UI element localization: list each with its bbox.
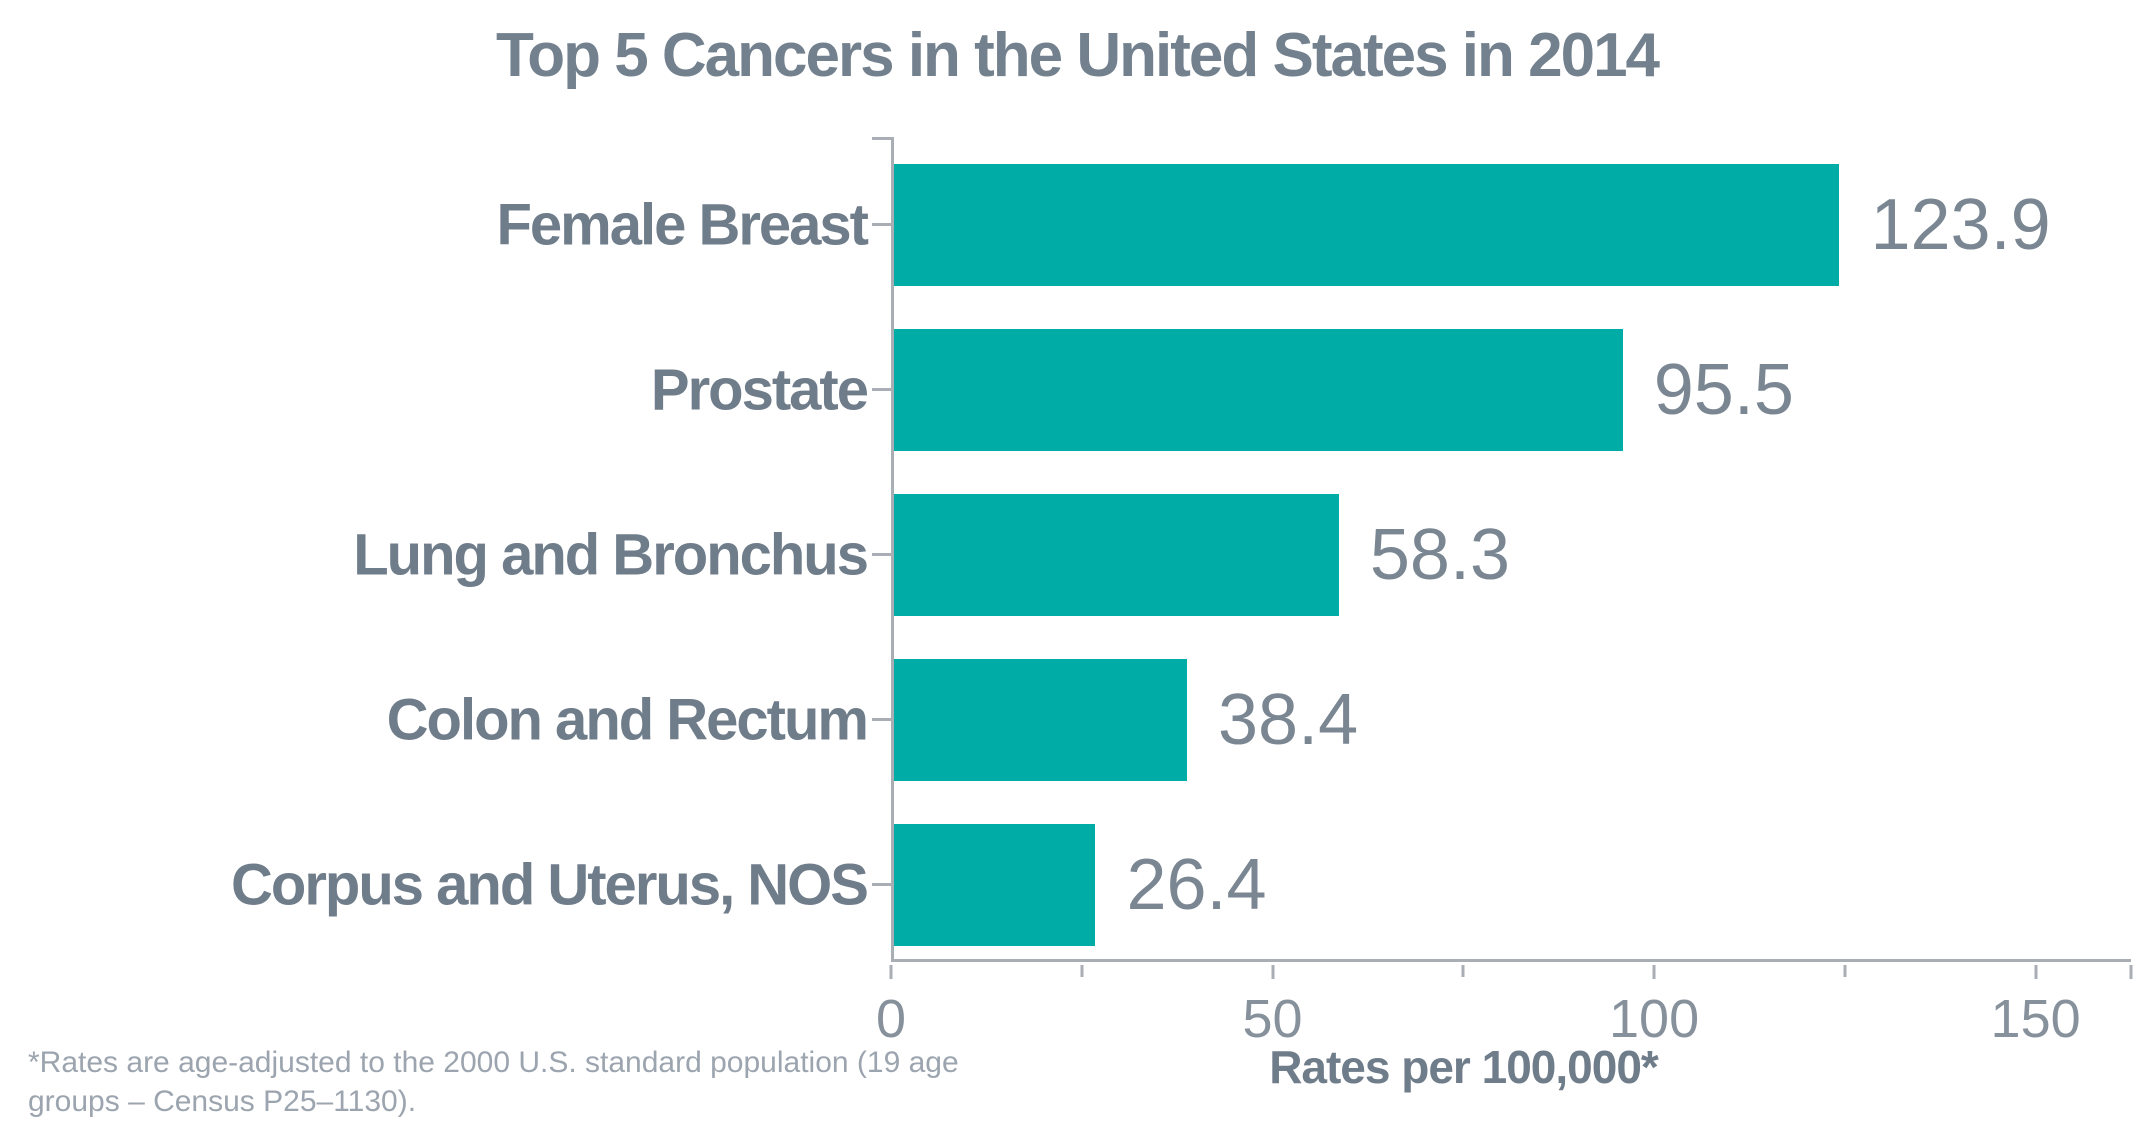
chart-title: Top 5 Cancers in the United States in 20… [495,21,1660,90]
x-axis-line [891,959,2131,962]
category-tick-mark [872,223,891,226]
bar-row: Lung and Bronchus 58.3 [353,494,2131,616]
x-major-tick [889,965,893,979]
x-axis-title: Rates per 100,000* [1269,1041,1659,1093]
plot-area: Female Breast 123.9 Prostate 95.5 Lung and B… [231,137,2133,1049]
bar [894,494,1339,616]
bar-row: Female Breast 123.9 [496,164,2131,286]
chart-footnote: *Rates are age-adjusted to the 2000 U.S.… [28,1043,959,1121]
category-tick-mark [872,388,891,391]
category-tick-mark [872,553,891,556]
y-axis-end-tick [872,137,891,140]
category-label: Colon and Rectum [386,687,869,753]
category-label: Prostate [650,357,869,423]
bar-row: Corpus and Uterus, NOS 26.4 [231,824,2131,946]
x-minor-tick [1843,965,1847,977]
x-major-tick [2034,965,2038,979]
category-label: Female Breast [496,192,869,258]
x-tick-label: 100 [1609,989,1700,1049]
x-axis-end-tick [2129,965,2133,979]
category-label: Corpus and Uterus, NOS [231,852,869,918]
value-label: 58.3 [1369,515,1510,595]
value-label: 38.4 [1218,680,1359,760]
value-label: 95.5 [1653,350,1794,430]
x-minor-tick [1461,965,1465,977]
x-major-tick [1652,965,1656,979]
y-axis-line [891,137,894,962]
x-tick-label: 50 [1242,989,1303,1049]
category-tick-mark [872,718,891,721]
value-label: 123.9 [1870,185,2051,265]
footnote-line-2: groups – Census P25–1130). [28,1085,417,1118]
bar [894,659,1188,781]
bar-row: Prostate 95.5 [651,329,2131,451]
category-tick-mark [872,883,891,886]
bar [894,164,1840,286]
bar-row: Colon and Rectum 38.4 [387,659,2131,781]
footnote-line-1: *Rates are age-adjusted to the 2000 U.S.… [28,1046,959,1079]
bar [894,329,1623,451]
x-tick-label: 150 [1990,989,2081,1049]
bar [894,824,1096,946]
x-major-tick [1271,965,1275,979]
value-label: 26.4 [1126,845,1267,925]
category-label: Lung and Bronchus [353,522,869,588]
x-minor-tick [1080,965,1084,977]
x-tick-label: 0 [875,989,907,1049]
